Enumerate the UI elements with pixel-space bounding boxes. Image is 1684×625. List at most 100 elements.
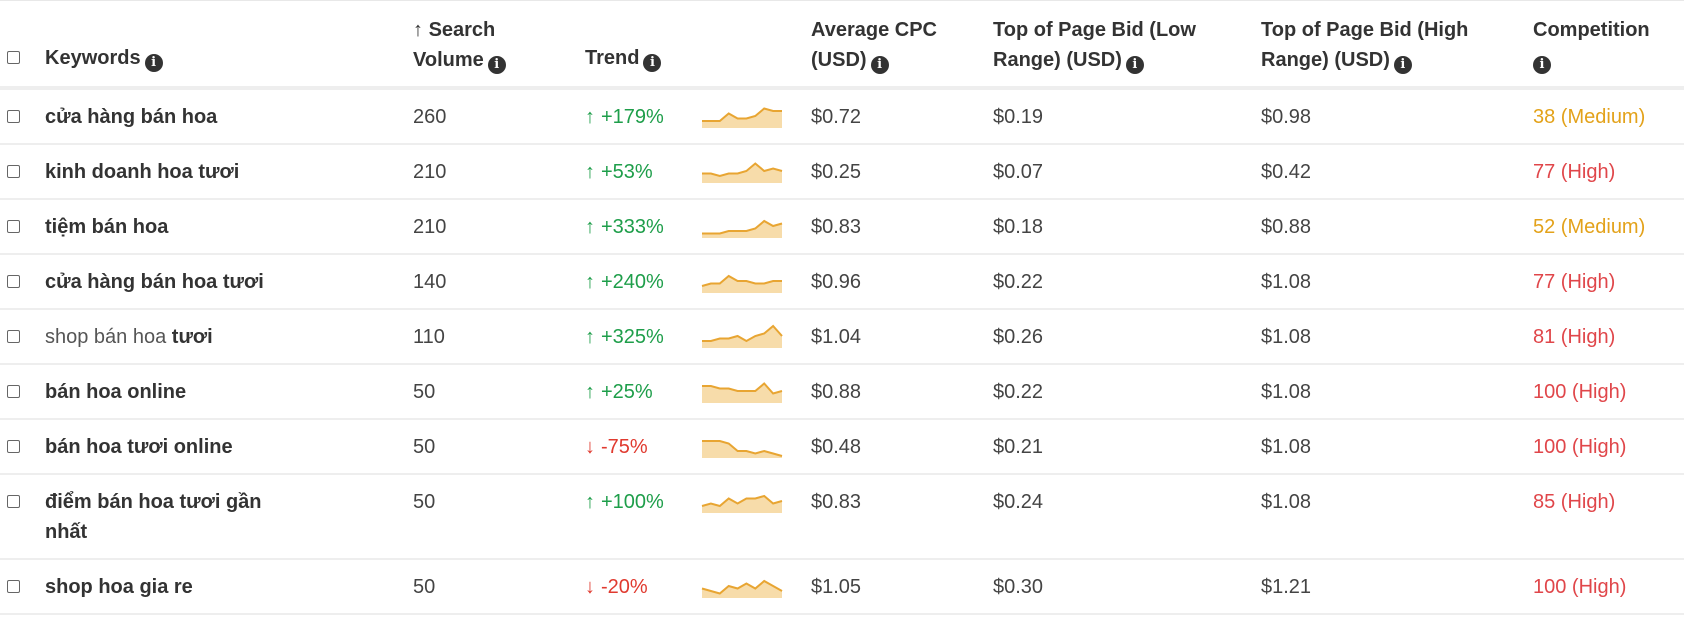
- table-row[interactable]: cửa hàng bán hoa 260 ↑ +179% $0.72 $0.19 $0.98…: [0, 90, 1684, 145]
- trend-sparkline: [702, 107, 782, 128]
- header-competition[interactable]: Competition i: [1533, 19, 1650, 74]
- trend-sparkline: [702, 162, 783, 183]
- high-bid-cell: $1.08: [1261, 491, 1312, 513]
- average-cpc-cell: $0.25: [811, 161, 862, 183]
- high-bid-cell: $0.88: [1261, 216, 1312, 238]
- search-volume-cell: 260: [413, 106, 447, 128]
- table-row[interactable]: shop hoa gia re 50 ↓ -20% $1.05 $0.30 $1.21 100…: [0, 560, 1684, 615]
- average-cpc-cell: $0.48: [811, 436, 862, 458]
- arrow-up-icon: ↑: [585, 271, 595, 293]
- average-cpc-cell: $0.83: [811, 216, 862, 238]
- row-checkbox[interactable]: [7, 580, 20, 593]
- low-bid-cell: $0.19: [993, 106, 1044, 128]
- header-trend[interactable]: Trend i: [585, 43, 662, 73]
- row-checkbox[interactable]: [7, 495, 20, 508]
- trend-sparkline: [702, 324, 783, 348]
- info-icon[interactable]: i: [1393, 56, 1412, 74]
- competition-cell: 100 (High): [1533, 576, 1627, 598]
- keyword-cell[interactable]: bán hoa online: [45, 381, 187, 403]
- table-row[interactable]: cửa hàng bán hoa tươi 140 ↑ +240% $0.96 $0.22…: [0, 255, 1684, 310]
- info-icon[interactable]: i: [643, 54, 662, 72]
- info-icon[interactable]: i: [1533, 56, 1551, 74]
- sparkline-area: [702, 496, 782, 513]
- keyword-cell[interactable]: điểm bán hoa tươi gần nhất: [45, 491, 262, 543]
- trend-cell: ↓ -75%: [585, 432, 648, 462]
- row-checkbox[interactable]: [7, 330, 20, 343]
- search-volume-cell: 140: [413, 271, 447, 293]
- arrow-down-icon: ↓: [585, 436, 595, 458]
- row-checkbox[interactable]: [7, 385, 20, 398]
- low-bid-cell: $0.24: [993, 491, 1044, 513]
- competition-cell: 100 (High): [1533, 436, 1627, 458]
- competition-cell: 77 (High): [1533, 271, 1616, 293]
- header-low-bid[interactable]: Top of Page Bid (Low Range) (USD) i: [993, 19, 1196, 74]
- table-row[interactable]: kinh doanh hoa tươi 210 ↑ +53% $0.25 $0.07 $0.…: [0, 145, 1684, 200]
- table-header: Keywords i ↑ Search Volume i Trend i Averag…: [0, 0, 1684, 90]
- trend-cell: ↑ +333%: [585, 212, 664, 242]
- info-icon[interactable]: i: [487, 56, 506, 74]
- low-bid-cell: $0.21: [993, 436, 1044, 458]
- trend-sparkline: [701, 579, 783, 598]
- arrow-down-icon: ↓: [585, 576, 595, 598]
- low-bid-cell: $0.07: [993, 161, 1044, 183]
- competition-cell: 52 (Medium): [1533, 216, 1646, 238]
- keyword-cell[interactable]: tiệm bán hoa: [45, 216, 169, 238]
- search-volume-cell: 210: [413, 161, 447, 183]
- arrow-up-icon: ↑: [585, 216, 595, 238]
- high-bid-cell: $0.98: [1261, 106, 1312, 128]
- header-search-volume[interactable]: ↑ Search Volume i: [413, 15, 506, 75]
- search-volume-cell: 110: [413, 326, 445, 348]
- low-bid-cell: $0.30: [993, 576, 1044, 598]
- keyword-cell[interactable]: bán hoa tươi online: [45, 436, 233, 458]
- trend-cell: ↑ +179%: [585, 102, 664, 132]
- average-cpc-cell: $1.04: [811, 326, 862, 348]
- competition-cell: 100 (High): [1533, 381, 1627, 403]
- table-body: cửa hàng bán hoa 260 ↑ +179% $0.72 $0.19 $0.98…: [0, 90, 1684, 615]
- sparkline-line: [702, 107, 782, 122]
- keyword-cell[interactable]: kinh doanh hoa tươi: [45, 161, 240, 183]
- row-checkbox[interactable]: [7, 220, 20, 233]
- trend-cell: ↑ +240%: [585, 267, 664, 297]
- arrow-up-icon: ↑: [585, 106, 595, 128]
- high-bid-cell: $1.08: [1261, 271, 1312, 293]
- average-cpc-cell: $0.96: [811, 271, 862, 293]
- keyword-cell[interactable]: shop bán hoa tươi: [45, 326, 213, 348]
- keyword-cell[interactable]: cửa hàng bán hoa: [45, 106, 218, 128]
- sparkline-area: [702, 441, 782, 458]
- low-bid-cell: $0.18: [993, 216, 1044, 238]
- table-row[interactable]: tiệm bán hoa 210 ↑ +333% $0.83 $0.18 $0.88 52 (…: [0, 200, 1684, 255]
- keyword-cell[interactable]: shop hoa gia re: [45, 576, 193, 598]
- table-row[interactable]: bán hoa tươi online 50 ↓ -75% $0.48 $0.21 $1.0…: [0, 420, 1684, 475]
- sparkline-line: [702, 162, 783, 178]
- low-bid-cell: $0.22: [993, 381, 1044, 403]
- trend-sparkline: [702, 382, 783, 403]
- row-checkbox[interactable]: [7, 275, 20, 288]
- sparkline-area: [702, 276, 782, 293]
- sparkline-line: [702, 324, 783, 343]
- select-all-checkbox[interactable]: [7, 51, 20, 64]
- high-bid-cell: $1.08: [1261, 326, 1312, 348]
- average-cpc-cell: $0.72: [811, 106, 862, 128]
- info-icon[interactable]: i: [1125, 56, 1144, 74]
- row-checkbox[interactable]: [7, 110, 20, 123]
- header-average-cpc[interactable]: Average CPC (USD) i: [811, 19, 937, 74]
- info-icon[interactable]: i: [144, 54, 163, 72]
- average-cpc-cell: $1.05: [811, 576, 862, 598]
- table-row[interactable]: bán hoa online 50 ↑ +25% $0.88 $0.22 $1.08 100 …: [0, 365, 1684, 420]
- table-row[interactable]: điểm bán hoa tươi gần nhất 50 ↑ +100% $0.83 $0…: [0, 475, 1684, 560]
- search-volume-cell: 50: [413, 381, 436, 403]
- row-checkbox[interactable]: [7, 440, 20, 453]
- keyword-cell[interactable]: cửa hàng bán hoa tươi: [45, 271, 264, 293]
- sparkline-line: [701, 274, 782, 287]
- sparkline-area: [702, 326, 782, 348]
- header-keywords[interactable]: Keywords i: [45, 43, 163, 73]
- row-checkbox[interactable]: [7, 165, 20, 178]
- header-high-bid[interactable]: Top of Page Bid (High Range) (USD) i: [1261, 19, 1469, 74]
- sparkline-line: [701, 579, 783, 595]
- sparkline-line: [702, 219, 783, 235]
- trend-cell: ↑ +100%: [585, 487, 664, 517]
- info-icon[interactable]: i: [870, 56, 889, 74]
- table-row[interactable]: shop bán hoa tươi 110 ↑ +325% $1.04 $0.26 $1.0…: [0, 310, 1684, 365]
- competition-cell: 85 (High): [1533, 491, 1616, 513]
- average-cpc-cell: $0.88: [811, 381, 862, 403]
